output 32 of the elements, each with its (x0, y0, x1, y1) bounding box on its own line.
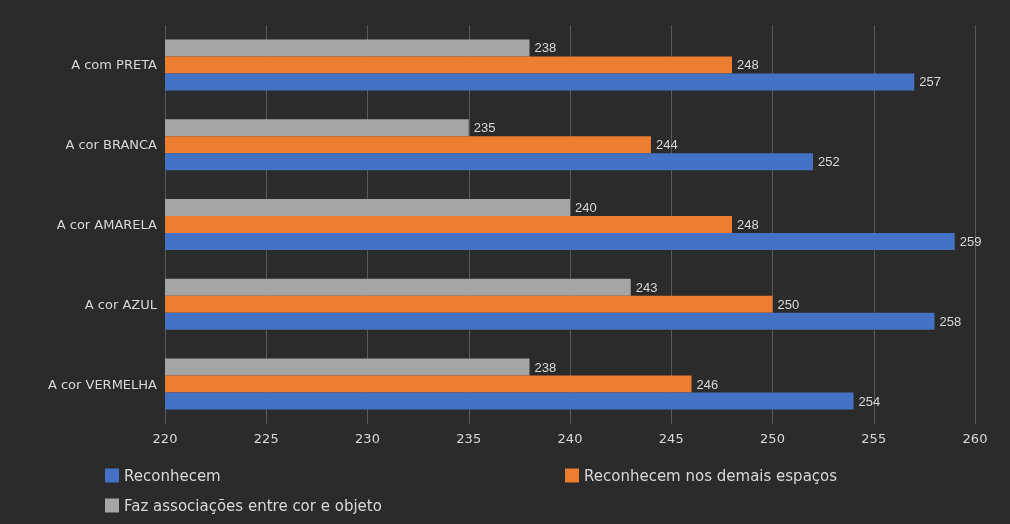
x-tick-label: 235 (456, 431, 482, 446)
x-tick-label: 240 (557, 431, 583, 446)
y-tick-label: A cor BRANCA (65, 137, 158, 153)
data-label: 252 (818, 154, 840, 170)
legend-label: Faz associações entre cor e objeto (124, 496, 382, 515)
data-label: 248 (737, 217, 759, 232)
data-label: 257 (919, 74, 941, 90)
x-tick-label: 245 (658, 431, 684, 446)
data-label: 244 (656, 137, 678, 153)
y-tick-label: A com PRETA (71, 57, 158, 73)
data-label: 250 (777, 296, 800, 312)
data-label: 240 (575, 200, 597, 215)
data-label: 254 (858, 393, 881, 409)
x-tick-label: 230 (355, 431, 380, 446)
x-tick-label: 250 (760, 431, 785, 446)
data-label: 246 (696, 376, 719, 392)
y-tick-label: A cor VERMELHA (47, 376, 158, 392)
data-label: 243 (635, 279, 658, 295)
data-label: 259 (959, 234, 982, 249)
x-tick-label: 260 (962, 431, 988, 446)
data-label: 248 (737, 57, 759, 73)
x-tick-label: 255 (861, 431, 887, 446)
data-label: 235 (473, 120, 496, 136)
x-tick-label: 225 (253, 431, 279, 446)
data-label: 238 (534, 359, 557, 375)
data-label: 258 (939, 313, 962, 329)
legend-label: Reconhecem (124, 466, 221, 485)
y-tick-label: A cor AZUL (84, 296, 158, 312)
x-tick-label: 220 (152, 431, 178, 446)
legend-label: Reconhecem nos demais espaços (584, 466, 838, 485)
y-tick-label: A cor AMARELA (56, 217, 158, 232)
data-label: 238 (534, 40, 557, 56)
